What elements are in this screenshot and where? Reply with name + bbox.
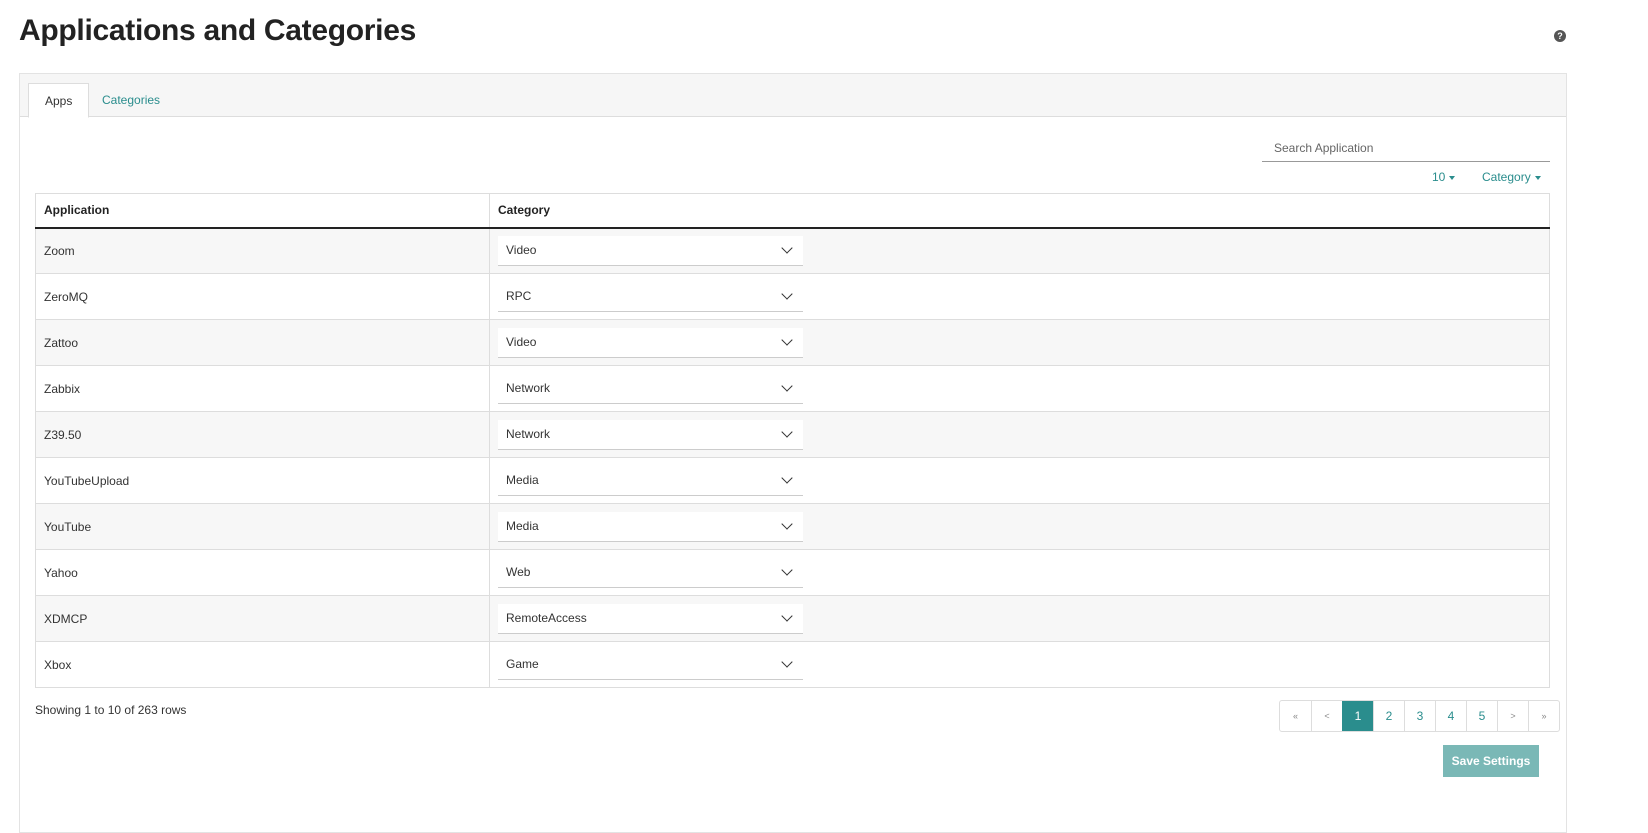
- chevron-down-icon: [781, 334, 793, 346]
- category-select[interactable]: Network: [498, 419, 803, 450]
- page-button-2[interactable]: 2: [1373, 701, 1404, 731]
- chevron-down-icon: [781, 518, 793, 530]
- table-row: YouTubeUpload Media: [35, 457, 1550, 504]
- table-row: Zoom Video: [35, 227, 1550, 274]
- category-select-value: RPC: [506, 289, 532, 303]
- category-select-value: Network: [506, 381, 551, 395]
- chevron-down-icon: [781, 564, 793, 576]
- tab-bar: Apps Categories: [20, 74, 1566, 118]
- category-select-value: Video: [506, 243, 537, 258]
- category-cell: Video: [489, 227, 1550, 274]
- chevron-down-icon: [781, 426, 793, 438]
- question-circle-icon[interactable]: ?: [1554, 30, 1566, 42]
- category-select[interactable]: Network: [498, 373, 803, 404]
- page-button-5[interactable]: 5: [1466, 701, 1497, 731]
- application-cell: Xbox: [35, 641, 490, 688]
- category-select[interactable]: Media: [498, 511, 803, 542]
- apps-table: Application Category Zoom Video ZeroMQ RPC Z…: [35, 193, 1550, 688]
- category-select[interactable]: Game: [498, 649, 803, 680]
- chevron-down-icon: [781, 288, 793, 300]
- page-title: Applications and Categories: [19, 14, 416, 47]
- table-row: Xbox Game: [35, 641, 1550, 688]
- application-cell: XDMCP: [35, 595, 490, 642]
- category-select[interactable]: RPC: [498, 281, 803, 312]
- category-cell: RPC: [489, 273, 1550, 320]
- next-page-button[interactable]: >: [1497, 701, 1528, 731]
- application-cell: Yahoo: [35, 549, 490, 596]
- category-cell: Video: [489, 319, 1550, 366]
- chevron-down-icon: [781, 610, 793, 622]
- category-select-value: Media: [506, 519, 539, 533]
- chevron-down-icon: [781, 472, 793, 484]
- table-row: Yahoo Web: [35, 549, 1550, 596]
- application-cell: Z39.50: [35, 411, 490, 458]
- table-row: XDMCP RemoteAccess: [35, 595, 1550, 642]
- category-cell: Network: [489, 411, 1550, 458]
- application-cell: Zattoo: [35, 319, 490, 366]
- page-size-value: 10: [1432, 170, 1446, 184]
- save-settings-button[interactable]: Save Settings: [1443, 745, 1539, 777]
- category-cell: Network: [489, 365, 1550, 412]
- category-select[interactable]: Media: [498, 465, 803, 496]
- application-cell: Zoom: [35, 227, 490, 274]
- category-cell: Media: [489, 503, 1550, 550]
- category-filter-dropdown[interactable]: Category: [1482, 170, 1541, 184]
- tab-apps[interactable]: Apps: [28, 83, 90, 118]
- table-row: Zattoo Video: [35, 319, 1550, 366]
- page-button-1[interactable]: 1: [1342, 701, 1373, 731]
- application-cell: ZeroMQ: [35, 273, 490, 320]
- pagination: « < 1 2 3 4 5 > »: [1279, 700, 1560, 732]
- category-select-value: RemoteAccess: [506, 611, 587, 625]
- table-row: ZeroMQ RPC: [35, 273, 1550, 320]
- tab-categories[interactable]: Categories: [102, 93, 161, 107]
- category-select-value: Media: [506, 473, 539, 487]
- category-select-value: Video: [506, 335, 537, 349]
- category-select-value: Game: [506, 657, 539, 671]
- chevron-down-icon: [781, 656, 793, 668]
- search-input[interactable]: [1262, 134, 1550, 162]
- column-header-category[interactable]: Category: [489, 193, 1550, 229]
- first-page-button[interactable]: «: [1292, 711, 1298, 721]
- table-row: Z39.50 Network: [35, 411, 1550, 458]
- chevron-down-icon: [781, 380, 793, 392]
- application-cell: Zabbix: [35, 365, 490, 412]
- category-select[interactable]: RemoteAccess: [498, 603, 803, 634]
- column-header-application[interactable]: Application: [35, 193, 490, 229]
- last-page-button[interactable]: »: [1528, 701, 1559, 731]
- category-cell: Web: [489, 549, 1550, 596]
- rows-summary: Showing 1 to 10 of 263 rows: [35, 703, 187, 717]
- caret-down-icon: [1534, 175, 1541, 180]
- application-cell: YouTube: [35, 503, 490, 550]
- page-button-4[interactable]: 4: [1435, 701, 1466, 731]
- prev-page-button[interactable]: <: [1311, 701, 1342, 731]
- category-cell: RemoteAccess: [489, 595, 1550, 642]
- mouse-cursor-icon: [0, 0, 8, 10]
- page-size-dropdown[interactable]: 10: [1432, 170, 1456, 184]
- table-row: YouTube Media: [35, 503, 1550, 550]
- category-select[interactable]: Video: [498, 327, 803, 358]
- category-cell: Media: [489, 457, 1550, 504]
- page-button-3[interactable]: 3: [1404, 701, 1435, 731]
- apps-panel: Apps Categories 10 Category Application …: [19, 73, 1567, 833]
- caret-down-icon: [1449, 175, 1456, 180]
- chevron-down-icon: [781, 242, 793, 254]
- table-row: Zabbix Network: [35, 365, 1550, 412]
- category-select[interactable]: Video: [498, 235, 803, 266]
- application-cell: YouTubeUpload: [35, 457, 490, 504]
- category-select-value: Network: [506, 427, 551, 441]
- category-cell: Game: [489, 641, 1550, 688]
- category-select[interactable]: Web: [498, 557, 803, 588]
- category-select-value: Web: [506, 565, 531, 579]
- category-filter-label: Category: [1482, 170, 1531, 184]
